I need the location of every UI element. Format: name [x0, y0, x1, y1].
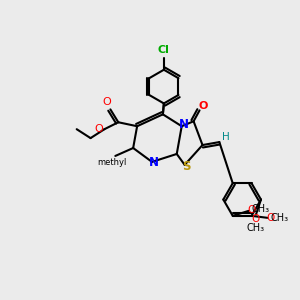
Text: O: O: [266, 213, 274, 223]
Text: Cl: Cl: [158, 45, 170, 55]
Text: methyl: methyl: [98, 158, 127, 167]
Text: CH₃: CH₃: [251, 204, 269, 214]
Text: CH₃: CH₃: [247, 223, 265, 233]
Text: H: H: [222, 132, 230, 142]
Text: CH₃: CH₃: [270, 213, 288, 223]
Text: N: N: [179, 118, 189, 131]
Text: N: N: [149, 156, 159, 170]
Text: O: O: [248, 205, 256, 215]
Text: O: O: [94, 124, 103, 134]
Text: O: O: [102, 98, 111, 107]
Text: S: S: [182, 160, 191, 173]
Text: O: O: [251, 214, 259, 224]
Text: O: O: [199, 101, 208, 111]
